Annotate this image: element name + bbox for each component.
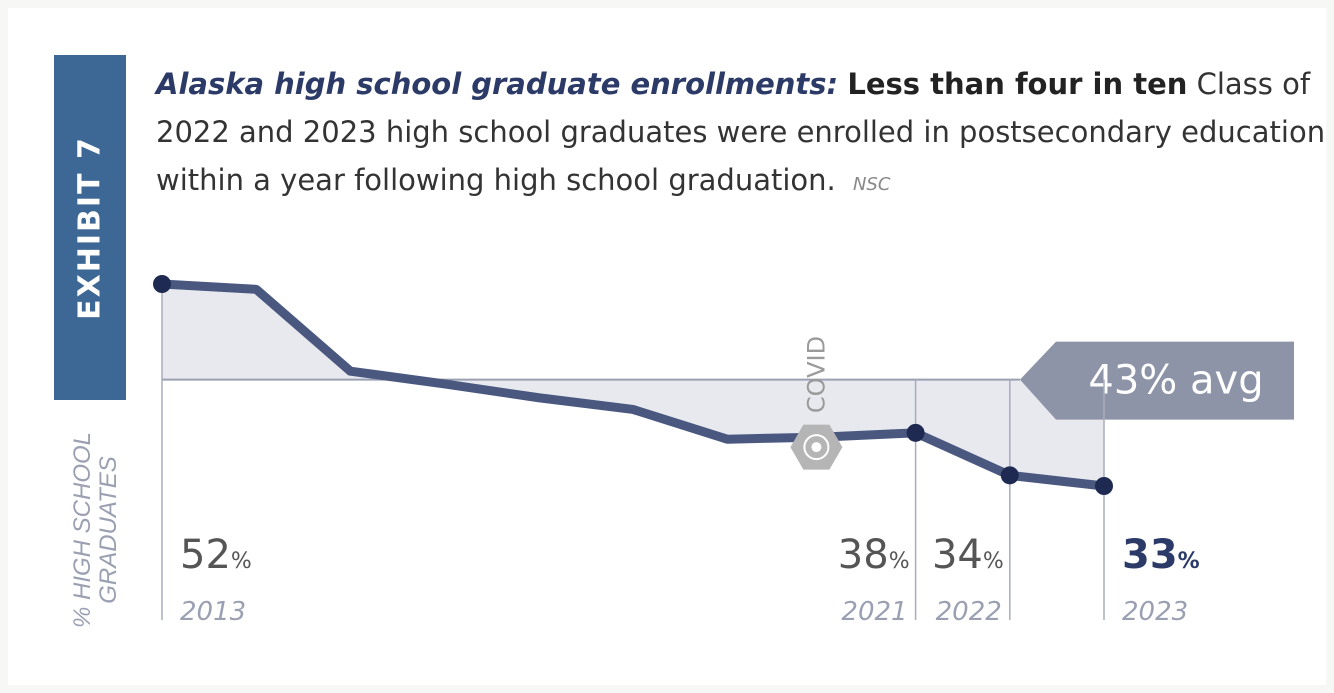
value-label-2022: 34%	[932, 532, 1004, 578]
data-point-2023	[1095, 477, 1113, 495]
data-point-2022	[1000, 466, 1019, 485]
value-label-2021: 38%	[838, 532, 910, 578]
covid-label: COVID	[802, 336, 830, 413]
headline-lead: Less than four in ten	[847, 67, 1188, 101]
year-label-2023: 2023	[1122, 597, 1188, 627]
average-label: 43% avg	[1088, 358, 1263, 404]
headline-kicker: Alaska high school graduate enrollments:	[156, 67, 839, 101]
headline: Alaska high school graduate enrollments:…	[156, 60, 1326, 209]
series-line	[157, 279, 1109, 491]
area-vs-average	[162, 284, 1104, 486]
covid-icon-ring	[803, 434, 830, 461]
value-label-2023: 33%	[1122, 532, 1200, 578]
source-note: NSC	[852, 174, 891, 195]
year-label-2022: 2022	[936, 597, 1002, 627]
data-point-2021	[906, 423, 925, 442]
headline-body: Class of 2022 and 2023 high school gradu…	[156, 67, 1326, 197]
exhibit-tab	[54, 55, 126, 400]
covid-icon-core	[811, 442, 822, 453]
average-label-box	[1020, 341, 1294, 420]
value-label-2013: 52%	[180, 532, 252, 578]
data-point-2013	[153, 275, 171, 293]
year-label-2013: 2013	[180, 597, 246, 627]
year-label-2021: 2021	[841, 597, 907, 627]
